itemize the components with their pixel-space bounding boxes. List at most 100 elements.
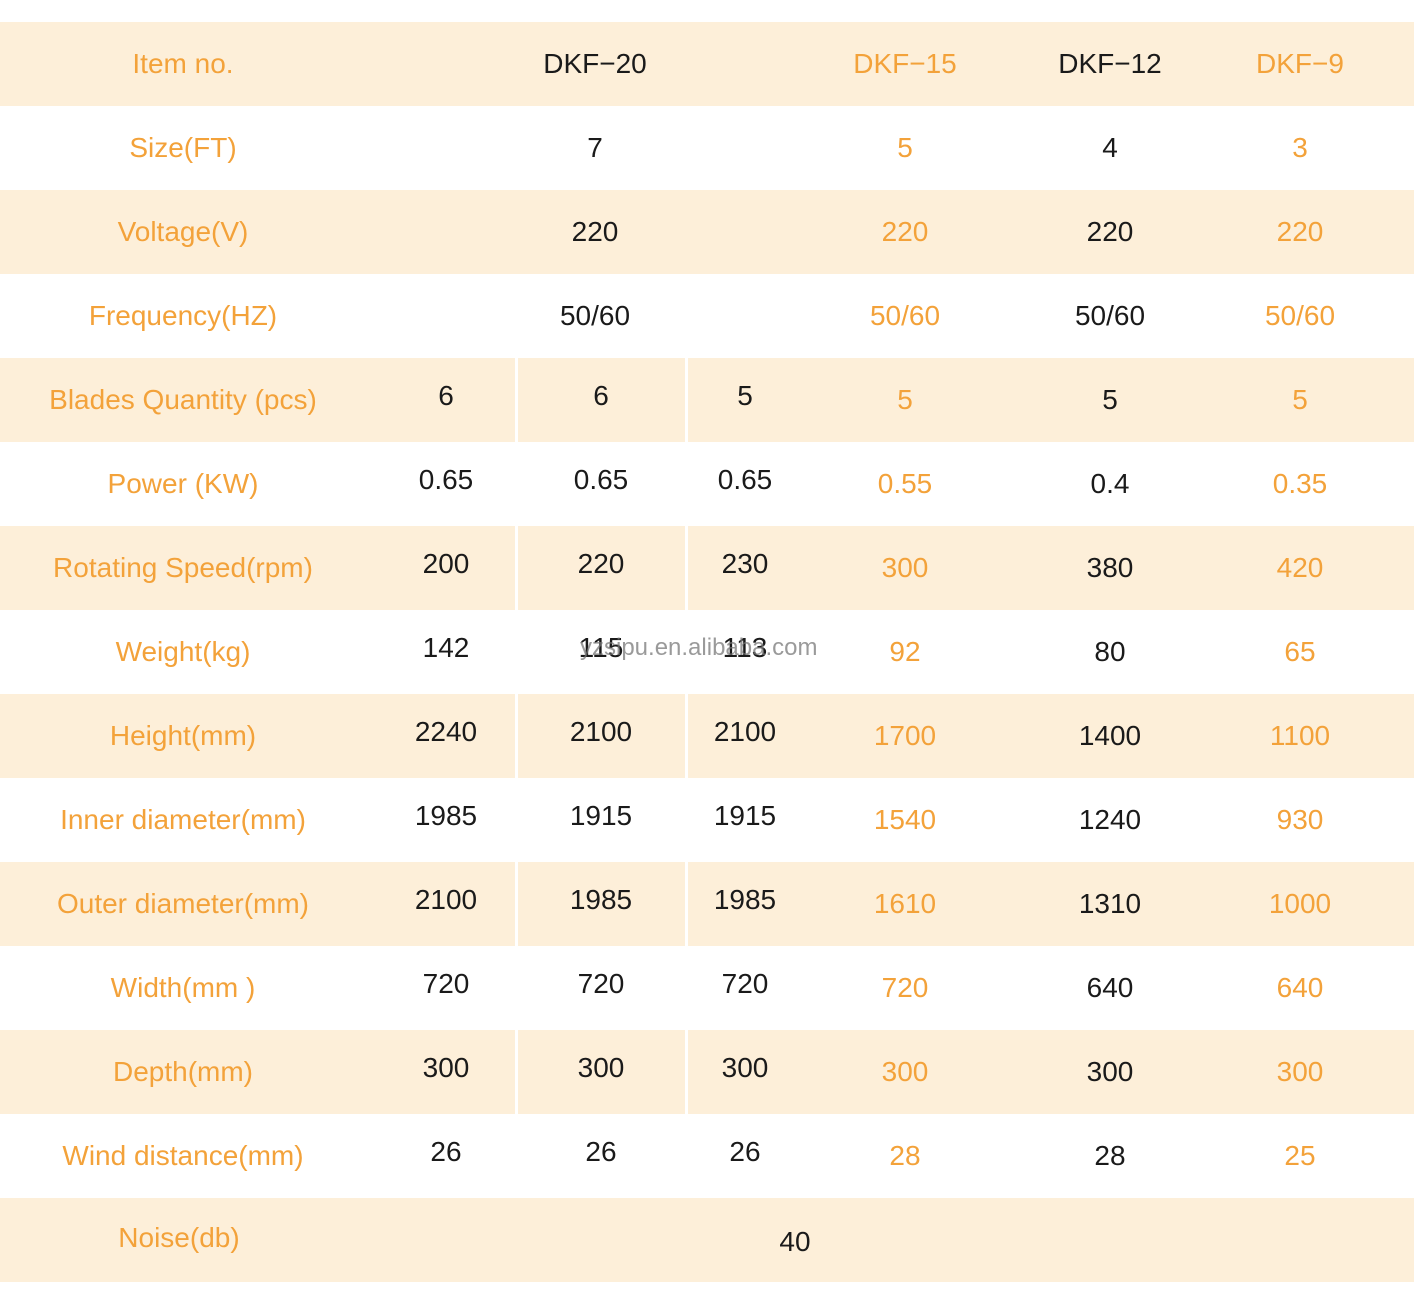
cell-value: 0.55 (877, 468, 933, 499)
cell-value: 300 (1086, 1056, 1134, 1087)
row-label: Weight(kg) (115, 636, 251, 667)
separator (685, 946, 688, 1030)
cell-value: 0.65 (717, 464, 773, 495)
separator (515, 862, 518, 946)
cell-value: 0.4 (1090, 468, 1130, 499)
cell-value: 25 (1284, 1140, 1316, 1171)
cell-value: 230 (721, 548, 769, 579)
cell-value: 1400 (1078, 720, 1142, 751)
cell-value: 300 (721, 1052, 769, 1083)
table-row: Weight(kg) 142 115 113 92 80 65 (0, 610, 1414, 694)
cell-value: 5 (1102, 384, 1118, 415)
model-name: DKF−15 (853, 48, 957, 79)
cell-value: 720 (721, 968, 769, 999)
cell-value: 220 (571, 216, 619, 247)
row-label: Height(mm) (109, 720, 257, 751)
cell-value: 1540 (873, 804, 937, 835)
table-row: Depth(mm) 300 300 300 300 300 300 (0, 1030, 1414, 1114)
row-label: Item no. (132, 48, 234, 79)
row-label: Size(FT) (129, 132, 237, 163)
cell-value: 1700 (873, 720, 937, 751)
cell-value: 220 (1086, 216, 1134, 247)
cell-value: 2100 (569, 716, 633, 747)
table-row: Power (KW) 0.65 0.65 0.65 0.55 0.4 0.35 (0, 442, 1414, 526)
cell-value: 640 (1276, 972, 1324, 1003)
separator (685, 1114, 688, 1198)
cell-value: 2100 (414, 884, 478, 915)
cell-value: 1240 (1078, 804, 1142, 835)
separator (515, 526, 518, 610)
cell-value: 1985 (713, 884, 777, 915)
table-row: Noise(db) 40 (0, 1198, 1414, 1282)
row-label: Wind distance(mm) (62, 1140, 304, 1171)
cell-value: 300 (422, 1052, 470, 1083)
cell-value: 80 (1094, 636, 1126, 667)
row-label: Depth(mm) (112, 1056, 253, 1087)
cell-value: 4 (1102, 132, 1118, 163)
table-row: Outer diameter(mm) 2100 1985 1985 1610 1310 10… (0, 862, 1414, 946)
cell-value: 5 (737, 380, 753, 411)
separator (685, 778, 688, 862)
separator (515, 442, 518, 526)
cell-value: 0.35 (1272, 468, 1328, 499)
row-label: Blades Quantity (pcs) (49, 384, 317, 415)
cell-value: 0.65 (418, 464, 474, 495)
cell-value: 40 (779, 1226, 811, 1257)
table-row: Rotating Speed(rpm) 200 220 230 300 380 420 (0, 526, 1414, 610)
cell-value: 1610 (873, 888, 937, 919)
cell-value: 115 (578, 632, 624, 663)
separator (685, 358, 688, 442)
cell-value: 1985 (414, 800, 478, 831)
row-label: Width(mm ) (110, 972, 256, 1003)
cell-value: 300 (881, 1056, 929, 1087)
separator (515, 778, 518, 862)
cell-value: 1985 (569, 884, 633, 915)
cell-value: 220 (1276, 216, 1324, 247)
table-row: Item no. DKF−20 DKF−15 DKF−12 DKF−9 (0, 22, 1414, 106)
separator (685, 862, 688, 946)
row-label: Voltage(V) (117, 216, 249, 247)
model-name: DKF−9 (1256, 48, 1344, 79)
watermark: yzsipu.en.alibaba.com (580, 634, 818, 661)
row-label: Rotating Speed(rpm) (53, 552, 313, 583)
cell-value: 2100 (713, 716, 777, 747)
cell-value: 28 (889, 1140, 921, 1171)
cell-value: 3 (1292, 132, 1308, 163)
table-row: Height(mm) 2240 2100 2100 1700 1400 1100 (0, 694, 1414, 778)
cell-value: 2240 (414, 716, 478, 747)
cell-value: 5 (897, 132, 913, 163)
cell-value: 720 (881, 972, 929, 1003)
cell-value: 1915 (713, 800, 777, 831)
table-row: Size(FT) 7 5 4 3 (0, 106, 1414, 190)
table-row: Inner diameter(mm) 1985 1915 1915 1540 1240 93… (0, 778, 1414, 862)
cell-value: 720 (577, 968, 625, 999)
cell-value: 1310 (1078, 888, 1142, 919)
table-row: Blades Quantity (pcs) 6 6 5 5 5 5 (0, 358, 1414, 442)
separator (515, 610, 518, 694)
model-name: DKF−20 (543, 48, 647, 79)
separator (515, 694, 518, 778)
cell-value: 50/60 (1074, 300, 1146, 331)
cell-value: 7 (587, 132, 603, 163)
table-row: Width(mm ) 720 720 720 720 640 640 (0, 946, 1414, 1030)
cell-value: 50/60 (1264, 300, 1336, 331)
cell-value: 5 (1292, 384, 1308, 415)
separator (515, 1030, 518, 1114)
cell-value: 220 (881, 216, 929, 247)
table-row: Voltage(V) 220 220 220 220 (0, 190, 1414, 274)
separator (685, 1030, 688, 1114)
table-row: Frequency(HZ) 50/60 50/60 50/60 50/60 (0, 274, 1414, 358)
separator (685, 442, 688, 526)
cell-value: 113 (722, 632, 768, 663)
cell-value: 380 (1086, 552, 1134, 583)
row-label: Frequency(HZ) (88, 300, 278, 331)
cell-value: 5 (897, 384, 913, 415)
row-label: Outer diameter(mm) (56, 888, 310, 919)
cell-value: 930 (1276, 804, 1324, 835)
separator (515, 358, 518, 442)
cell-value: 640 (1086, 972, 1134, 1003)
cell-value: 0.65 (573, 464, 629, 495)
cell-value: 50/60 (869, 300, 941, 331)
cell-value: 1100 (1269, 720, 1331, 751)
